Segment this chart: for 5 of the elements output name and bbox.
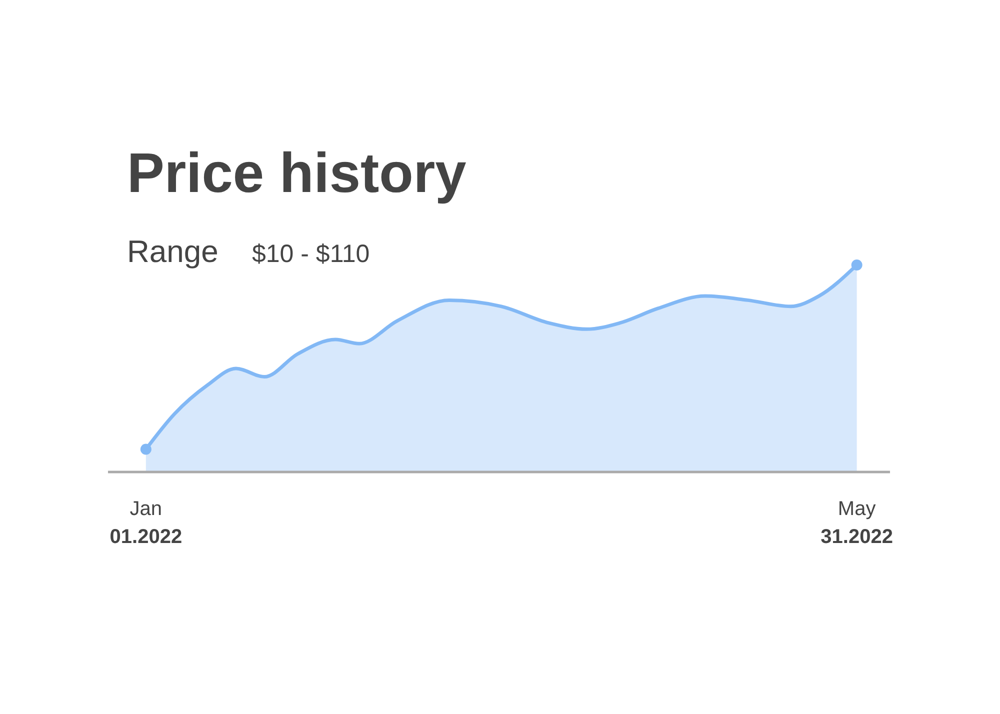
x-tick-label: Jan 01.2022 [110, 498, 182, 548]
chart-subtitle: Range [127, 234, 218, 269]
annotation: $10 - $110 [252, 240, 370, 268]
x-tick-label: May 31.2022 [820, 498, 893, 548]
chart-title: Price history [127, 141, 466, 204]
